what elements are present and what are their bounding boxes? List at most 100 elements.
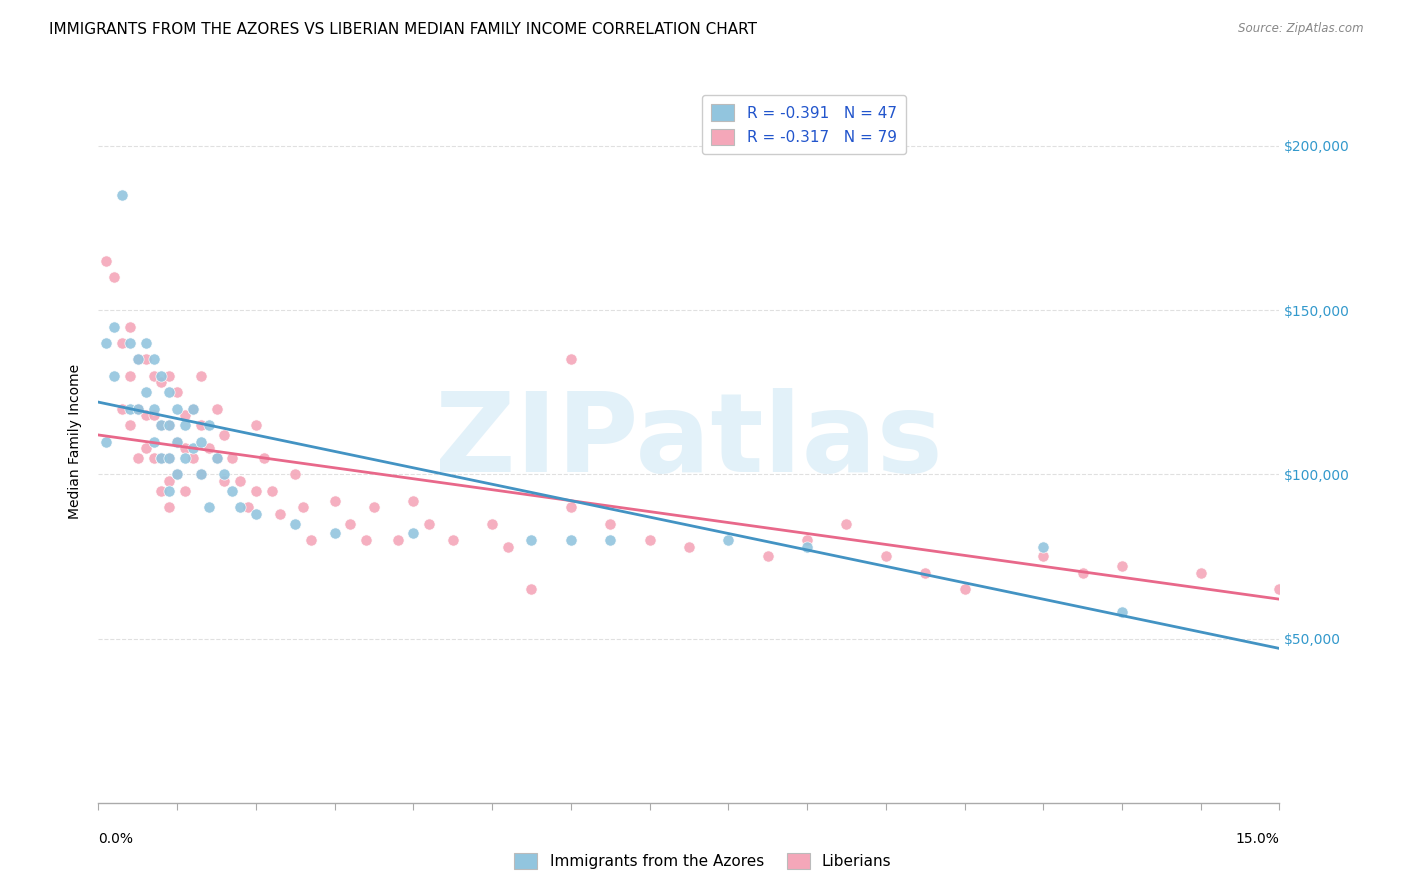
Point	[181, 441, 204, 455]
Point	[245, 507, 267, 521]
Point	[796, 533, 818, 547]
Point	[142, 352, 165, 367]
Point	[127, 352, 149, 367]
Point	[181, 401, 204, 416]
Point	[245, 418, 267, 433]
Point	[205, 450, 228, 465]
Point	[1071, 566, 1094, 580]
Point	[323, 493, 346, 508]
Point	[253, 450, 276, 465]
Point	[127, 401, 149, 416]
Point	[205, 401, 228, 416]
Point	[323, 526, 346, 541]
Point	[214, 474, 236, 488]
Point	[174, 418, 197, 433]
Point	[402, 526, 425, 541]
Text: IMMIGRANTS FROM THE AZORES VS LIBERIAN MEDIAN FAMILY INCOME CORRELATION CHART: IMMIGRANTS FROM THE AZORES VS LIBERIAN M…	[49, 22, 758, 37]
Point	[520, 582, 543, 597]
Point	[292, 500, 315, 515]
Text: 15.0%: 15.0%	[1236, 831, 1279, 846]
Point	[560, 352, 582, 367]
Point	[157, 450, 180, 465]
Point	[174, 450, 197, 465]
Point	[166, 401, 188, 416]
Point	[229, 474, 252, 488]
Point	[150, 450, 173, 465]
Point	[174, 441, 197, 455]
Point	[1111, 605, 1133, 619]
Point	[166, 467, 188, 482]
Point	[214, 467, 236, 482]
Point	[481, 516, 503, 531]
Point	[197, 500, 219, 515]
Point	[96, 434, 118, 449]
Point	[245, 483, 267, 498]
Point	[756, 549, 779, 564]
Point	[150, 483, 173, 498]
Point	[150, 450, 173, 465]
Point	[284, 516, 307, 531]
Point	[1111, 559, 1133, 574]
Point	[127, 401, 149, 416]
Point	[166, 385, 188, 400]
Text: 0.0%: 0.0%	[98, 831, 134, 846]
Point	[418, 516, 440, 531]
Point	[363, 500, 385, 515]
Point	[150, 376, 173, 390]
Point	[142, 409, 165, 423]
Point	[339, 516, 361, 531]
Point	[953, 582, 976, 597]
Point	[166, 434, 188, 449]
Point	[142, 401, 165, 416]
Point	[260, 483, 283, 498]
Point	[142, 450, 165, 465]
Legend: Immigrants from the Azores, Liberians: Immigrants from the Azores, Liberians	[509, 847, 897, 875]
Point	[118, 336, 141, 351]
Point	[520, 533, 543, 547]
Point	[103, 319, 125, 334]
Text: Source: ZipAtlas.com: Source: ZipAtlas.com	[1239, 22, 1364, 36]
Point	[229, 500, 252, 515]
Point	[638, 533, 661, 547]
Point	[103, 270, 125, 285]
Point	[717, 533, 740, 547]
Point	[221, 450, 243, 465]
Point	[190, 434, 212, 449]
Text: ZIPatlas: ZIPatlas	[434, 388, 943, 495]
Point	[190, 467, 212, 482]
Point	[181, 401, 204, 416]
Point	[1189, 566, 1212, 580]
Point	[236, 500, 259, 515]
Point	[157, 385, 180, 400]
Point	[150, 418, 173, 433]
Point	[269, 507, 291, 521]
Point	[299, 533, 322, 547]
Point	[150, 418, 173, 433]
Point	[135, 441, 157, 455]
Point	[197, 441, 219, 455]
Point	[135, 385, 157, 400]
Point	[157, 418, 180, 433]
Point	[166, 434, 188, 449]
Point	[197, 418, 219, 433]
Point	[118, 319, 141, 334]
Point	[190, 418, 212, 433]
Point	[127, 450, 149, 465]
Point	[599, 533, 621, 547]
Point	[135, 352, 157, 367]
Point	[96, 253, 118, 268]
Point	[157, 450, 180, 465]
Point	[157, 368, 180, 383]
Point	[181, 450, 204, 465]
Point	[205, 450, 228, 465]
Point	[111, 401, 134, 416]
Point	[354, 533, 377, 547]
Point	[214, 428, 236, 442]
Point	[1268, 582, 1291, 597]
Point	[174, 409, 197, 423]
Point	[157, 483, 180, 498]
Point	[142, 434, 165, 449]
Point	[560, 500, 582, 515]
Point	[157, 418, 180, 433]
Point	[103, 368, 125, 383]
